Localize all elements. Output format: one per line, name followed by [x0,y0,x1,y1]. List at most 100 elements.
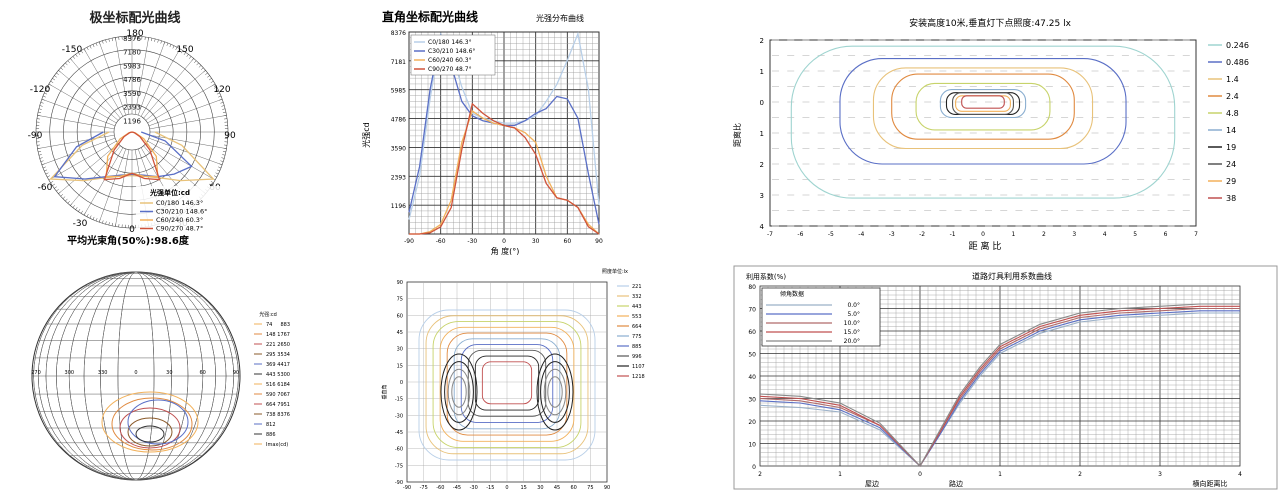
polar-angle-150: 150 [176,45,193,55]
illuminance-ytick: -75 [395,463,403,469]
polar-legend-label: C30/210 148.6° [156,208,207,216]
illuminance-ytick: -15 [395,397,403,403]
polar-tick [80,210,83,214]
polar-tick [154,38,156,42]
utilization-xtick: 2 [758,471,762,478]
cartesian-xtick: 60 [564,238,572,245]
polar-tick [102,220,104,224]
utilization-xtick: 0 [918,471,922,478]
isocandela-lon-label: 270 [31,370,41,376]
polar-tick [218,95,222,98]
polar-ring-label: 1196 [123,117,141,125]
illuminance-xtick: -15 [486,485,494,491]
polar-tick [213,175,217,178]
isocandela-contour [101,391,199,453]
polar-angle-neg90: -90 [28,131,43,141]
illuminance-ytick: 75 [397,297,403,303]
cartesian-legend-label: C90/270 48.7° [428,66,472,73]
illuminance-peak-contour [536,353,574,431]
isocandela-contour [127,417,173,447]
isocandela-legend-value2: 7067 [277,392,290,398]
polar-unit-label: 光强单位:cd [149,188,190,197]
illuminance-legend-label: 332 [632,294,642,300]
polar-tick [115,223,117,227]
illuminance-chart-panel: 照度单位:lx 垂直角 90 75 60 45 30 15 0 -15 -30 -45 -60 -75… [355,262,655,493]
utilization-title: 道路灯具利用系数曲线 [972,271,1052,281]
polar-tick [111,222,113,226]
polar-tick [108,222,110,226]
polar-tick [92,44,95,48]
isolux-contour [839,58,1127,165]
polar-beam-label: 平均光束角(50%):98.6度 [67,234,190,247]
utilization-ytick: 30 [748,397,756,404]
cartesian-ytick: 5985 [391,88,406,95]
isolux-contour [891,73,1075,140]
isolux-xtick: -5 [828,231,834,238]
cartesian-xtick: -30 [467,238,477,245]
polar-tick [207,75,210,78]
polar-tick [78,52,81,56]
illuminance-ytick: 60 [397,313,403,319]
illuminance-legend-label: 664 [632,324,642,330]
polar-tick [203,70,206,73]
isocandela-legend-value: 221 [266,342,276,348]
illuminance-contour [418,309,596,461]
polar-ring-label: 8376 [123,35,141,43]
isocandela-meridian [33,271,239,481]
polar-ring-label: 4786 [123,76,141,84]
polar-chart: 极坐标配光曲线 8376 7180 5983 4786 3590 2393 1196 180… [28,10,236,247]
illuminance-contour [453,338,561,430]
polar-angle-neg150: -150 [62,45,83,55]
utilization-legend-box [761,287,881,347]
illuminance-ytick: 15 [397,363,403,369]
utilization-series-line [759,303,1240,467]
illuminance-xtick: 15 [520,485,526,491]
isocandela-lon-label: 300 [65,370,75,376]
isocandela-legend-value: 295 [266,352,276,358]
isolux-chart-panel: 安装高度10米,垂直灯下点照度:47.25 lx 2 1 0 1 2 3 4 -7 -6 -5 -4… [730,0,1282,255]
polar-tick [186,54,189,57]
illuminance-ytick: -90 [395,480,403,486]
isolux-contour [952,92,1014,115]
polar-tick [70,203,73,206]
illuminance-peak-contour [540,361,570,423]
cartesian-legend-label: C0/180 146.3° [428,39,472,46]
isocandela-legend-value: 443 [266,372,276,378]
polar-tick [58,70,61,73]
isocandela-contour [127,399,189,445]
polar-tick [215,172,219,175]
cartesian-ytick: 4786 [391,117,406,124]
polar-tick [191,58,194,61]
isocandela-chart-panel: 270 300 330 0 30 60 90 光强:cd 74 148 221 295 369 443… [0,262,300,493]
isolux-xtick: 0 [981,231,985,238]
illuminance-ytick: 30 [397,347,403,353]
polar-tick [44,92,48,95]
illuminance-chart: 照度单位:lx 垂直角 90 75 60 45 30 15 0 -15 -30 -45 -60 -75… [381,268,645,491]
utilization-xtick: 1 [998,471,1002,478]
isolux-title: 安装高度10米,垂直灯下点照度:47.25 lx [909,17,1071,29]
illuminance-xtick: 75 [587,485,593,491]
polar-tick [210,181,214,184]
polar-tick [38,108,42,110]
cartesian-xtick: 30 [532,238,540,245]
isocandela-legend-value: 590 [266,392,276,398]
polar-angle-neg30: -30 [73,219,88,229]
illuminance-ytick: 45 [397,330,403,336]
polar-angle-neg60: -60 [38,183,53,193]
isolux-xtick: -3 [889,231,895,238]
cartesian-ytick: 1196 [391,203,406,210]
polar-tick [38,151,42,153]
polar-tick [50,80,54,83]
utilization-ytick: 60 [748,329,756,336]
polar-tick [83,212,86,216]
utilization-xlabel-end: 横向距离比 [1193,479,1228,488]
isolux-contour [915,82,1051,131]
polar-tick [54,186,57,189]
isocandela-legend-value: 886 [266,432,276,438]
polar-tick [62,196,66,199]
polar-tick [44,169,48,172]
isolux-legend-label: 4.8 [1226,109,1239,118]
polar-tick [163,41,166,45]
isolux-xtick: 4 [1103,231,1107,238]
polar-tick [208,78,212,81]
